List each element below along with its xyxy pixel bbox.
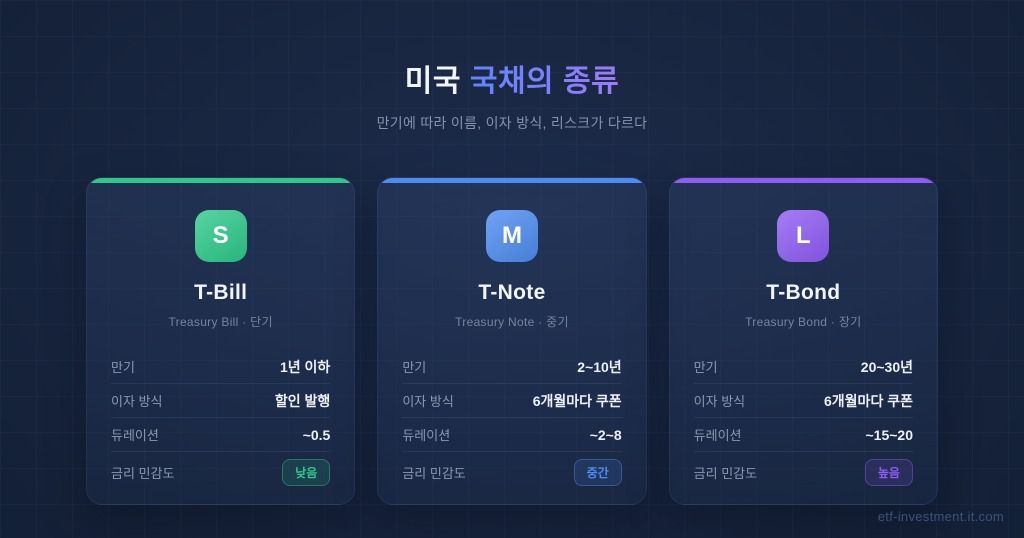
t-bill-row-duration: 듀레이션 ~0.5 xyxy=(111,418,331,452)
row-label-duration: 듀레이션 xyxy=(402,428,451,443)
row-label-maturity: 만기 xyxy=(693,360,718,375)
t-bill-row-sensitivity: 금리 민감도 낮음 xyxy=(111,452,331,492)
card-t-note: M T-Note Treasury Note · 중기 만기 2~10년 이자 … xyxy=(377,177,647,505)
t-note-rows: 만기 2~10년 이자 방식 6개월마다 쿠폰 듀레이션 ~2~8 금리 민감도… xyxy=(402,350,622,492)
watermark: etf-investment.it.com xyxy=(877,509,1004,524)
t-bill-rows: 만기 1년 이하 이자 방식 할인 발행 듀레이션 ~0.5 금리 민감도 낮음 xyxy=(111,350,331,492)
card-t-bill: S T-Bill Treasury Bill · 단기 만기 1년 이하 이자 … xyxy=(86,177,356,505)
t-bill-row-maturity: 만기 1년 이하 xyxy=(111,350,331,384)
row-label-duration: 듀레이션 xyxy=(111,428,159,443)
page-title-white: 미국 xyxy=(404,65,461,98)
card-t-bond: L T-Bond Treasury Bond · 장기 만기 20~30년 이자… xyxy=(668,177,938,505)
t-bond-sensitivity-badge: 높음 xyxy=(864,458,913,486)
t-note-row-duration: 듀레이션 ~2~8 xyxy=(402,418,622,452)
cards-container: S T-Bill Treasury Bill · 단기 만기 1년 이하 이자 … xyxy=(86,177,938,505)
t-bill-row-interest: 이자 방식 할인 발행 xyxy=(111,384,331,418)
row-label-maturity: 만기 xyxy=(402,360,427,375)
row-value-maturity: 1년 이하 xyxy=(280,358,331,375)
t-bill-accent-bar xyxy=(87,178,355,183)
t-bond-rows: 만기 20~30년 이자 방식 6개월마다 쿠폰 듀레이션 ~15~20 금리 … xyxy=(693,350,913,492)
row-label-maturity: 만기 xyxy=(111,360,135,375)
row-label-sensitivity: 금리 민감도 xyxy=(111,465,175,481)
t-note-letter-icon: M xyxy=(485,210,538,262)
t-bond-row-duration: 듀레이션 ~15~20 xyxy=(693,418,913,452)
row-value-duration: ~0.5 xyxy=(302,426,331,443)
t-note-row-interest: 이자 방식 6개월마다 쿠폰 xyxy=(402,384,622,418)
t-note-title: T-Note xyxy=(478,281,546,304)
t-bond-row-interest: 이자 방식 6개월마다 쿠폰 xyxy=(693,384,913,418)
t-note-letter: M xyxy=(501,222,522,249)
t-note-row-sensitivity: 금리 민감도 중간 xyxy=(402,452,622,492)
t-bond-letter-icon: L xyxy=(777,210,830,262)
t-note-subtitle: Treasury Note · 중기 xyxy=(455,315,569,329)
t-bill-title: T-Bill xyxy=(194,281,248,304)
t-bill-sensitivity-badge: 낮음 xyxy=(282,458,331,486)
row-value-maturity: 20~30년 xyxy=(860,358,913,375)
t-bond-letter: L xyxy=(795,222,811,249)
row-label-interest: 이자 방식 xyxy=(693,394,746,409)
t-bond-subtitle: Treasury Bond · 장기 xyxy=(745,315,862,329)
t-note-row-maturity: 만기 2~10년 xyxy=(402,350,622,384)
row-value-maturity: 2~10년 xyxy=(577,358,622,375)
t-bond-accent-bar xyxy=(669,178,937,183)
t-note-accent-bar xyxy=(378,178,646,183)
t-bond-row-maturity: 만기 20~30년 xyxy=(693,350,913,384)
row-value-duration: ~2~8 xyxy=(589,426,622,443)
row-value-interest: 6개월마다 쿠폰 xyxy=(532,392,622,409)
row-label-sensitivity: 금리 민감도 xyxy=(693,465,758,481)
t-bill-letter: S xyxy=(212,222,229,249)
t-bill-letter-icon: S xyxy=(194,210,247,262)
t-bond-row-sensitivity: 금리 민감도 높음 xyxy=(694,452,913,492)
t-note-sensitivity-badge: 중간 xyxy=(573,458,622,486)
t-bill-subtitle: Treasury Bill · 단기 xyxy=(168,315,273,329)
row-value-interest: 6개월마다 쿠폰 xyxy=(824,392,913,409)
page-header: 미국 국채의 종류 만기에 따라 이름, 이자 방식, 리스크가 다르다 xyxy=(0,0,1024,133)
row-label-duration: 듀레이션 xyxy=(693,428,742,443)
row-label-interest: 이자 방식 xyxy=(402,394,454,409)
row-label-interest: 이자 방식 xyxy=(111,394,163,409)
row-value-duration: ~15~20 xyxy=(865,426,913,443)
row-label-sensitivity: 금리 민감도 xyxy=(402,465,466,481)
t-bond-title: T-Bond xyxy=(766,281,841,304)
page-title-gradient: 국채의 종류 xyxy=(469,65,620,98)
page-subtitle: 만기에 따라 이름, 이자 방식, 리스크가 다르다 xyxy=(376,115,648,131)
page-title: 미국 국채의 종류 xyxy=(0,56,1024,100)
row-value-interest: 할인 발행 xyxy=(274,392,331,409)
